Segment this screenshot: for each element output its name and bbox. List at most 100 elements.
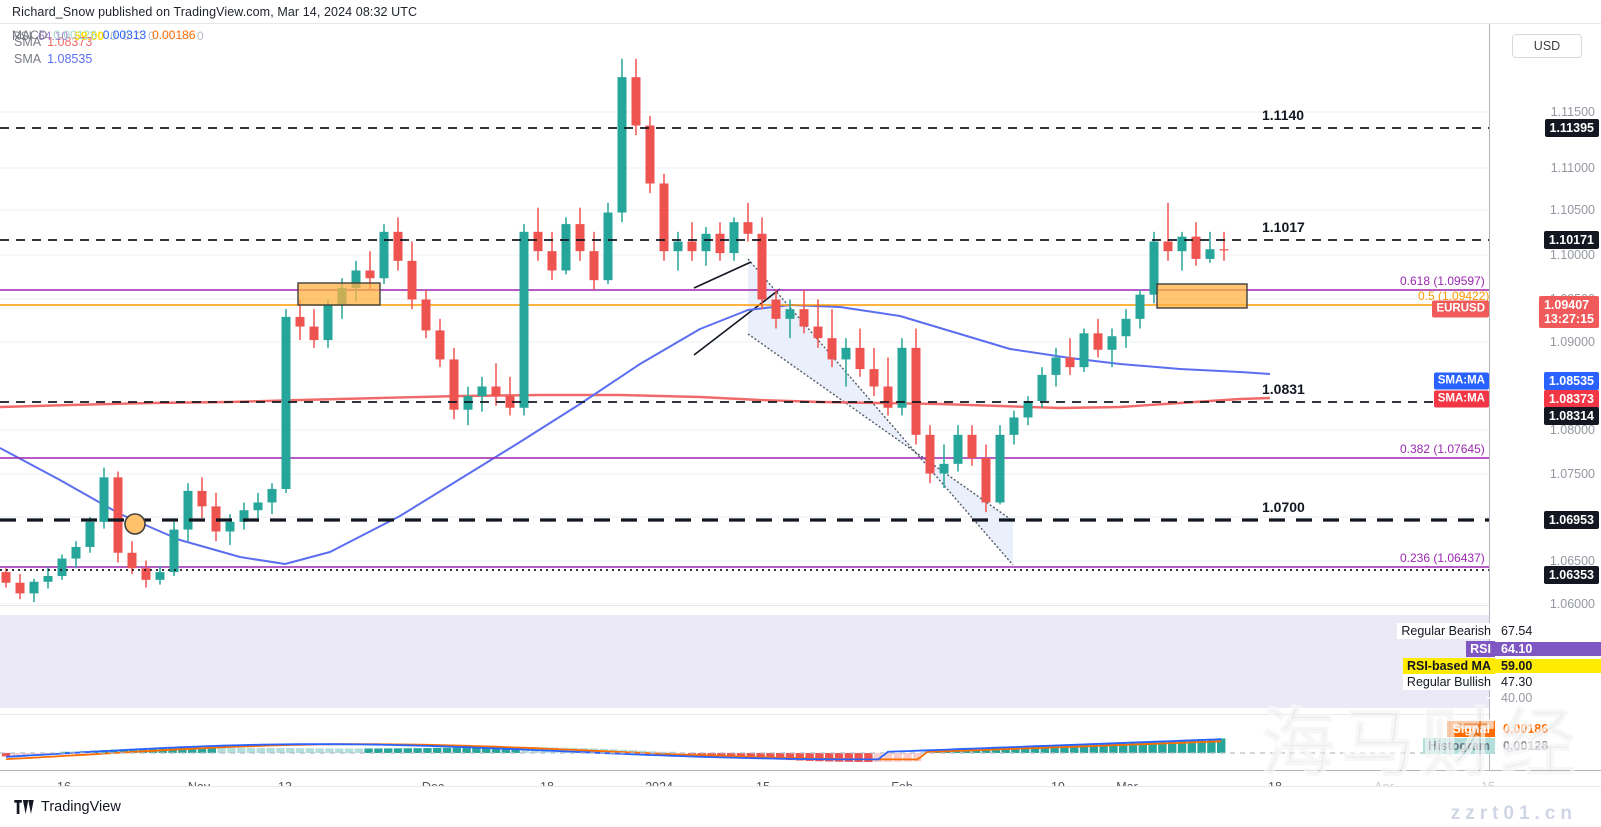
macd-histogram-bar-31 <box>305 748 314 753</box>
candle-body-39 <box>547 251 557 271</box>
candle-body-6 <box>85 521 95 547</box>
price-axis-badge-1.06353: 1.06353 <box>1543 566 1599 584</box>
currency-chip[interactable]: USD <box>1512 34 1582 58</box>
macd-histogram-bar-26 <box>256 747 265 753</box>
macd-histogram-bar-78 <box>766 753 775 760</box>
candle-body-51 <box>715 233 725 254</box>
wedge-upper-line <box>693 261 752 289</box>
macd-histogram-bar-18 <box>178 747 187 753</box>
price-axis-tick-5: 1.09000 <box>1549 335 1595 349</box>
legend-row-sma-slow: SMA 1.08373 <box>14 34 92 51</box>
rsi-axis-row-4: 40.00 <box>1487 691 1601 705</box>
price-axis-tick-0: 1.11500 <box>1550 105 1595 119</box>
macd-histogram-bar-3 <box>31 753 40 755</box>
candle-body-12 <box>169 529 179 573</box>
macd-histogram-bar-70 <box>687 753 697 755</box>
legend-row-sma-fast: SMA 1.08535 <box>14 51 92 68</box>
candle-body-5 <box>71 546 81 559</box>
rsi-legend-value-6: 67.54 <box>160 29 191 43</box>
macd-histogram-bar-120 <box>1177 740 1187 753</box>
macd-histogram-bar-67 <box>658 751 667 753</box>
macd-histogram-bar-77 <box>756 753 765 759</box>
macd-histogram-bar-101 <box>991 748 1000 753</box>
candle-body-42 <box>589 251 599 281</box>
macd-axis-row-0: Signal 0.00186 <box>1447 721 1601 737</box>
macd-histogram-bar-48 <box>472 747 481 753</box>
candle-body-55 <box>771 299 781 319</box>
macd-histogram-bar-51 <box>501 747 510 753</box>
candle-body-1 <box>15 582 25 594</box>
price-axis-tick-9: 1.06500 <box>1549 554 1595 568</box>
candle-body-54 <box>757 233 767 300</box>
macd-histogram-bar-68 <box>668 751 677 753</box>
candle-body-62 <box>869 369 879 387</box>
candle-body-60 <box>841 347 851 360</box>
macd-histogram-bar-46 <box>452 747 461 753</box>
macd-histogram-bar-40 <box>393 748 403 753</box>
candle-body-78 <box>1093 333 1103 350</box>
candle-body-4 <box>57 558 67 576</box>
macd-histogram-bar-34 <box>335 748 344 753</box>
macd-histogram-bar-12 <box>119 749 128 753</box>
supply-zone-left[interactable] <box>297 282 381 306</box>
candle-body-59 <box>827 338 837 360</box>
macd-histogram-bar-111 <box>1089 743 1098 753</box>
macd-histogram-bar-35 <box>344 748 354 753</box>
candle-body-23 <box>323 305 333 341</box>
macd-histogram-bar-21 <box>207 747 216 753</box>
macd-histogram-bar-81 <box>795 753 804 761</box>
candle-body-86 <box>1205 249 1215 259</box>
macd-histogram-bar-37 <box>364 748 373 753</box>
rsi-axis-value-0: 67.54 <box>1501 624 1533 638</box>
candle-body-44 <box>617 77 627 213</box>
macd-pane[interactable] <box>0 714 1489 770</box>
macd-histogram-bar-108 <box>1060 745 1069 753</box>
macd-plot-svg <box>0 738 1489 762</box>
candle-body-87 <box>1219 249 1229 251</box>
candle-body-56 <box>785 309 795 319</box>
price-chart-pane[interactable]: 1.1140 1.1017 1.0831 1.0700 0.618 (1.09597) 0… <box>0 24 1489 604</box>
price-axis-badge-1.08314: 1.08314 <box>1543 407 1599 425</box>
macd-histogram-bar-84 <box>825 753 834 762</box>
candle-body-68 <box>953 434 963 464</box>
candle-body-28 <box>393 231 403 261</box>
candle-body-41 <box>575 224 585 252</box>
macd-histogram-bar-39 <box>384 748 393 753</box>
candle-body-66 <box>925 434 935 474</box>
macd-histogram-bar-65 <box>638 750 648 753</box>
candle-body-31 <box>435 330 445 360</box>
candle-body-84 <box>1177 236 1187 252</box>
macd-histogram-bar-80 <box>785 753 795 761</box>
candle-body-18 <box>253 502 263 511</box>
macd-histogram-bar-42 <box>413 748 422 753</box>
macd-histogram-bar-22 <box>217 747 226 753</box>
candle-body-17 <box>239 510 249 522</box>
candle-body-43 <box>603 212 613 281</box>
price-axis-tick-1: 1.11000 <box>1550 161 1595 175</box>
price-axis-tag-eurusd-0: EURUSD <box>1432 300 1489 318</box>
candle-body-45 <box>631 77 641 126</box>
macd-legend-value-1: 0.00313 <box>102 28 147 42</box>
fib-level-label-2: 0.382 (1.07645) <box>1400 442 1485 456</box>
wedge-lower-line <box>693 288 781 356</box>
supply-zone-right[interactable] <box>1156 283 1248 309</box>
chart-marker-dot[interactable] <box>124 513 146 535</box>
candlestick-series <box>1 58 1229 603</box>
channel-upper-trendline <box>747 258 1014 566</box>
macd-histogram-bar-109 <box>1070 744 1079 753</box>
candle-body-29 <box>407 260 417 300</box>
candle-body-72 <box>1009 417 1019 435</box>
macd-histogram-bar-41 <box>403 748 412 753</box>
macd-histogram-bar-43 <box>423 748 432 753</box>
candle-body-79 <box>1107 336 1117 350</box>
rsi-band-background <box>0 615 1489 708</box>
macd-histogram-bar-110 <box>1079 744 1089 753</box>
candle-body-14 <box>197 490 207 507</box>
macd-histogram-bar-83 <box>815 753 824 762</box>
candle-body-22 <box>309 326 319 341</box>
macd-histogram-bar-73 <box>717 753 726 756</box>
candle-body-3 <box>43 575 53 582</box>
fib-level-label-3: 0.236 (1.06437) <box>1400 551 1485 565</box>
rsi-pane[interactable] <box>0 605 1489 713</box>
macd-histogram-bar-64 <box>629 750 638 753</box>
